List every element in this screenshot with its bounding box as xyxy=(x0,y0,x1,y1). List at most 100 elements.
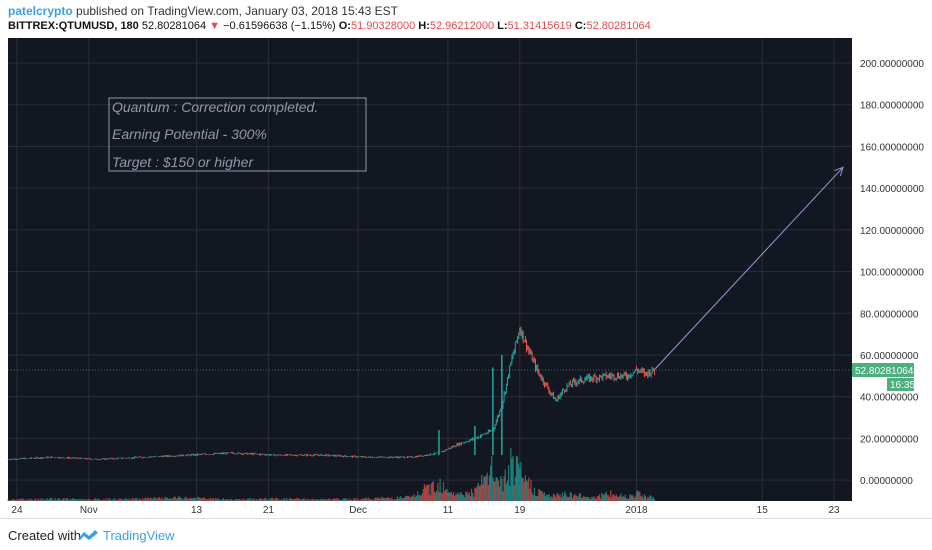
volume-bar xyxy=(191,497,193,501)
annotation-box[interactable] xyxy=(108,97,367,172)
volume-bar xyxy=(252,498,254,501)
volume-bar xyxy=(32,500,34,501)
volume-bar xyxy=(496,477,498,501)
volume-bar xyxy=(226,499,228,501)
author-link[interactable]: patelcrypto xyxy=(8,4,73,18)
volume-bar xyxy=(368,499,370,501)
volume-bar xyxy=(237,498,239,501)
volume-bar xyxy=(160,499,162,501)
volume-bar xyxy=(126,498,128,501)
volume-bar xyxy=(137,500,139,501)
tradingview-brand-link[interactable]: TradingView xyxy=(103,528,175,543)
volume-bars xyxy=(7,447,656,501)
volume-bar xyxy=(92,499,94,501)
volume-bar xyxy=(248,498,250,501)
volume-bar xyxy=(527,481,529,501)
volume-bar xyxy=(133,499,135,501)
price-badges: 52.80281064 16:35 xyxy=(852,363,915,392)
volume-bar xyxy=(503,476,505,501)
volume-bar xyxy=(84,498,87,501)
down-arrow-icon: ▼ xyxy=(209,20,221,32)
volume-bar xyxy=(617,497,620,501)
time-badge xyxy=(887,378,914,392)
volume-bar xyxy=(435,492,437,501)
volume-bar xyxy=(194,497,197,501)
volume-bar xyxy=(285,497,287,501)
x-axis[interactable]: 24 Nov 13 21 Dec 11 19 2018 15 23 xyxy=(11,505,840,516)
x-tick-label: 19 xyxy=(514,505,526,516)
volume-bar xyxy=(127,499,129,501)
volume-bar xyxy=(184,496,186,501)
volume-bar xyxy=(264,498,266,501)
volume-bar xyxy=(75,499,78,501)
volume-bar xyxy=(107,500,109,501)
volume-bar xyxy=(452,491,455,501)
volume-bar xyxy=(512,455,514,501)
y-axis[interactable]: 0.00000000 20.00000000 40.00000000 60.00000… xyxy=(860,59,924,487)
volume-bar xyxy=(321,499,323,501)
volume-bar xyxy=(485,475,487,501)
volume-bar xyxy=(326,499,328,501)
volume-bar xyxy=(62,498,64,501)
volume-bar xyxy=(100,499,102,501)
volume-bar xyxy=(560,497,562,501)
high-label: H: xyxy=(418,20,430,32)
volume-bar xyxy=(317,499,319,501)
price-chart[interactable]: Quantum : Correction completed. Earning … xyxy=(0,36,932,518)
volume-bar xyxy=(235,498,237,501)
volume-bar xyxy=(589,499,592,501)
volume-bar xyxy=(603,494,605,501)
volume-bar xyxy=(467,494,469,501)
volume-bar xyxy=(634,496,636,501)
volume-bar xyxy=(182,499,184,501)
volume-bar xyxy=(583,495,585,501)
chart-header: patelcrypto published on TradingView.com… xyxy=(0,0,932,36)
volume-bar xyxy=(396,496,399,501)
volume-bar xyxy=(403,497,405,501)
volume-bar xyxy=(102,499,104,501)
volume-bar xyxy=(258,498,261,501)
candles xyxy=(7,326,655,461)
volume-bar xyxy=(89,499,91,501)
volume-bar xyxy=(313,499,315,501)
volume-bar xyxy=(362,498,364,501)
volume-bar xyxy=(181,498,183,501)
volume-bar xyxy=(619,495,621,501)
annotation-line-2: Earning Potential - 300% xyxy=(112,126,267,142)
volume-bar xyxy=(524,475,526,501)
volume-bar xyxy=(193,497,195,501)
volume-bar xyxy=(17,499,19,501)
volume-bar xyxy=(414,496,417,501)
volume-bar xyxy=(574,494,576,501)
volume-bar xyxy=(239,500,241,501)
volume-bar xyxy=(613,494,615,501)
volume-bar xyxy=(598,494,601,501)
volume-bar xyxy=(438,492,440,501)
volume-bar xyxy=(299,499,301,501)
volume-bar xyxy=(580,497,583,501)
low-label: L: xyxy=(497,20,508,32)
volume-bar xyxy=(476,486,478,501)
volume-bar xyxy=(202,498,204,501)
tradingview-logo-icon[interactable] xyxy=(77,529,99,541)
volume-bar xyxy=(346,499,348,501)
volume-bar xyxy=(541,491,543,501)
volume-bar xyxy=(410,497,412,501)
volume-bar xyxy=(385,497,387,501)
open-label: O: xyxy=(338,20,351,32)
volume-bar xyxy=(421,493,423,501)
volume-bar xyxy=(304,500,307,501)
volume-bar xyxy=(540,491,542,501)
volume-bar xyxy=(200,498,202,501)
chart-area[interactable]: Quantum : Correction completed. Earning … xyxy=(0,36,932,518)
volume-bar xyxy=(342,498,345,501)
volume-bar xyxy=(73,498,75,501)
volume-bar xyxy=(536,495,538,501)
volume-bar xyxy=(125,497,127,501)
volume-bar xyxy=(38,499,41,501)
volume-bar xyxy=(341,499,344,501)
projection-arrow xyxy=(8,166,852,371)
volume-bar xyxy=(267,499,269,501)
volume-bar xyxy=(54,498,56,501)
volume-bar xyxy=(358,499,360,501)
